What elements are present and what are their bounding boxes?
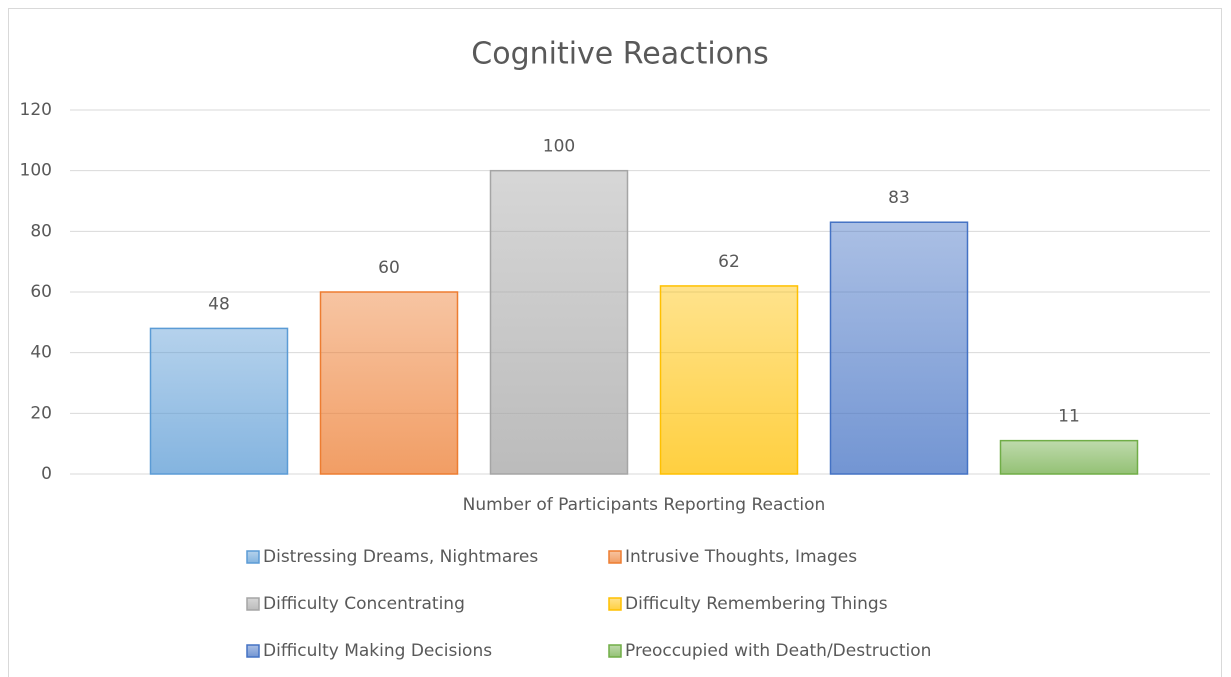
x-axis-label: Number of Participants Reporting Reactio… bbox=[463, 495, 826, 515]
legend-swatch bbox=[608, 644, 622, 658]
y-tick-label: 0 bbox=[41, 464, 52, 484]
legend-label: Difficulty Making Decisions bbox=[263, 641, 492, 661]
bar bbox=[999, 439, 1139, 475]
legend-label: Distressing Dreams, Nightmares bbox=[263, 547, 538, 567]
bar bbox=[829, 221, 969, 475]
legend-label: Difficulty Concentrating bbox=[263, 594, 465, 614]
y-tick-label: 40 bbox=[30, 343, 52, 363]
legend-label: Preoccupied with Death/Destruction bbox=[625, 641, 931, 661]
y-tick-label: 120 bbox=[20, 100, 52, 120]
legend-swatch bbox=[246, 644, 260, 658]
bar bbox=[489, 169, 629, 475]
legend-label: Intrusive Thoughts, Images bbox=[625, 547, 857, 567]
data-label: 11 bbox=[1058, 407, 1080, 427]
data-label: 60 bbox=[378, 258, 400, 278]
y-tick-label: 100 bbox=[20, 161, 52, 181]
data-label: 48 bbox=[208, 294, 230, 314]
data-label: 83 bbox=[888, 188, 910, 208]
bar bbox=[149, 327, 289, 475]
legend-swatch bbox=[608, 597, 622, 611]
data-label: 100 bbox=[543, 137, 575, 157]
legend-swatch bbox=[246, 550, 260, 564]
y-tick-label: 60 bbox=[30, 282, 52, 302]
bar bbox=[659, 285, 799, 475]
data-label: 62 bbox=[718, 252, 740, 272]
chart-title: Cognitive Reactions bbox=[471, 37, 768, 72]
legend-label: Difficulty Remembering Things bbox=[625, 594, 888, 614]
legend-swatch bbox=[608, 550, 622, 564]
y-tick-label: 80 bbox=[30, 221, 52, 241]
bar bbox=[319, 291, 459, 475]
y-tick-label: 20 bbox=[30, 403, 52, 423]
legend-swatch bbox=[246, 597, 260, 611]
